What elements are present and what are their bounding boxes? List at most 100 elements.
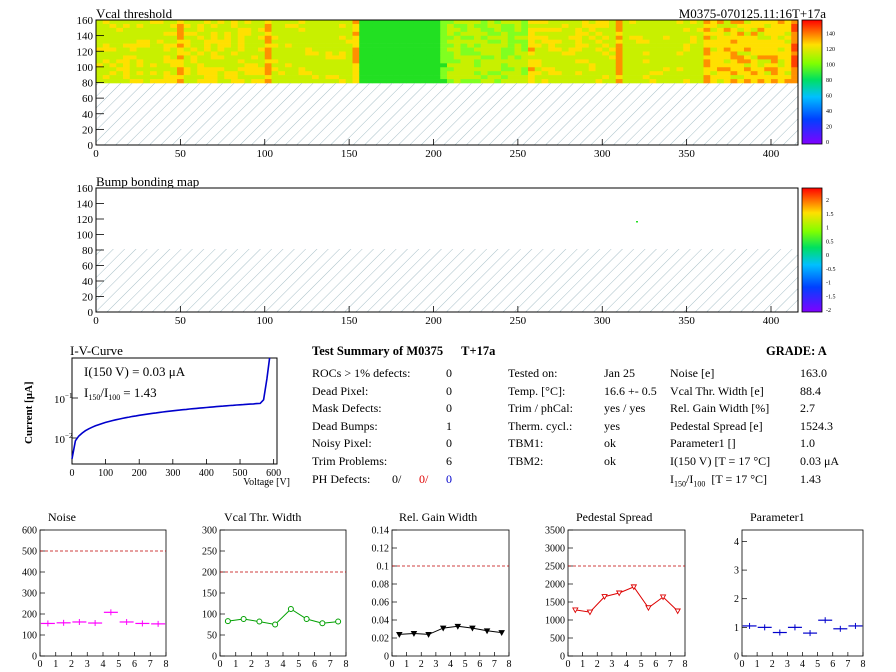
heatmap-cell	[325, 35, 333, 40]
heatmap-cell	[669, 59, 677, 64]
heatmap-cell	[332, 71, 340, 76]
heatmap-cell	[723, 59, 731, 64]
heatmap-cell	[210, 47, 218, 52]
heatmap-cell	[102, 31, 110, 37]
heatmap-cell	[278, 27, 286, 33]
heatmap-cell	[204, 75, 212, 80]
heatmap-cell	[399, 47, 407, 52]
heatmap-cell	[690, 63, 698, 68]
heatmap-cell	[183, 55, 191, 60]
heatmap-cell	[548, 59, 556, 64]
heatmap-cell	[642, 23, 650, 29]
heatmap-cell	[251, 20, 259, 25]
summary-row: Temp. [°C]: 16.6 +- 0.5	[508, 383, 657, 398]
heatmap-cell	[426, 63, 434, 68]
heatmap-cell	[116, 79, 124, 84]
heatmap-cell	[359, 51, 367, 56]
heatmap-cell	[669, 55, 677, 60]
heatmap-cell	[210, 31, 218, 37]
heatmap-cell	[568, 31, 576, 37]
heatmap-cell	[264, 71, 272, 76]
heatmap-cell	[744, 20, 752, 25]
heatmap-cell	[737, 51, 745, 56]
heatmap-cell	[514, 23, 522, 29]
heatmap-cell	[703, 59, 711, 64]
heatmap-cell	[291, 71, 299, 76]
heatmap-cell	[156, 75, 164, 80]
heatmap-cell	[534, 23, 542, 29]
chart-point	[572, 607, 579, 614]
heatmap-cell	[568, 55, 576, 60]
heatmap-cell	[197, 75, 205, 80]
heatmap-cell	[136, 79, 144, 84]
heatmap-cell	[501, 47, 509, 52]
heatmap-cell	[764, 43, 772, 48]
heatmap-cell	[183, 47, 191, 52]
heatmap-cell	[129, 20, 137, 25]
heatmap-cell	[541, 63, 549, 68]
heatmap-cell	[271, 59, 279, 64]
heatmap-cell	[96, 20, 104, 25]
heatmap-cell	[285, 39, 293, 44]
heatmap-cell	[298, 55, 306, 60]
heatmap-cell	[784, 63, 792, 68]
heatmap-cell	[244, 35, 252, 40]
heatmap-cell	[433, 23, 441, 29]
heatmap-cell	[129, 63, 137, 68]
chart-title: Rel. Gain Width	[399, 510, 477, 524]
heatmap-cell	[339, 79, 347, 84]
chart-xtick-label: 6	[653, 659, 658, 670]
heatmap-cell	[379, 79, 387, 84]
heatmap-cell	[271, 20, 279, 25]
heatmap-cell	[399, 39, 407, 44]
heatmap-cell	[501, 51, 509, 56]
heatmap-cell	[582, 31, 590, 37]
heatmap-cell	[264, 31, 272, 37]
heatmap-cell	[305, 71, 313, 76]
heatmap-cell	[379, 51, 387, 56]
heatmap-cell	[217, 67, 225, 72]
heatmap-cell	[237, 23, 245, 29]
heatmap-cell	[717, 31, 725, 37]
heatmap-cell	[494, 63, 502, 68]
heatmap-cell	[109, 71, 117, 76]
heatmap-cell	[784, 79, 792, 84]
heatmap-cell	[453, 79, 461, 84]
heatmap-cell	[507, 47, 515, 52]
heatmap-cell	[568, 35, 576, 40]
heatmap-cell	[393, 27, 401, 33]
heatmap-cell	[602, 63, 610, 68]
heatmap-cell	[156, 79, 164, 84]
heatmap-cell	[190, 27, 198, 33]
heatmap-cell	[568, 71, 576, 76]
heatmap-cell	[109, 79, 117, 84]
heatmap-cell	[183, 67, 191, 72]
heatmap-cell	[737, 79, 745, 84]
heatmap-cell	[636, 67, 644, 72]
heatmap-cell	[602, 55, 610, 60]
chart-xtick-label: 0	[566, 659, 571, 670]
heatmap-cell	[582, 43, 590, 48]
heatmap-cell	[258, 47, 266, 52]
heatmap-cell	[717, 63, 725, 68]
heatmap-cell	[197, 71, 205, 76]
heatmap-cell	[717, 20, 725, 25]
heatmap-cell	[298, 31, 306, 37]
heatmap-cell	[413, 79, 421, 84]
heatmap-cell	[251, 75, 259, 80]
heatmap-cell	[372, 55, 380, 60]
heatmap-cell	[372, 20, 380, 25]
heatmap-cell	[507, 63, 515, 68]
heatmap-cell	[548, 39, 556, 44]
heatmap-cell	[204, 55, 212, 60]
heatmap-cell	[156, 39, 164, 44]
heatmap-cell	[339, 55, 347, 60]
heatmap-cell	[582, 20, 590, 25]
heatmap-cell	[602, 71, 610, 76]
heatmap-cell	[494, 43, 502, 48]
heatmap-cell	[143, 63, 151, 68]
heatmap-cell	[534, 39, 542, 44]
heatmap-cell	[210, 55, 218, 60]
heatmap-cell	[507, 39, 515, 44]
heatmap-cell	[150, 63, 158, 68]
